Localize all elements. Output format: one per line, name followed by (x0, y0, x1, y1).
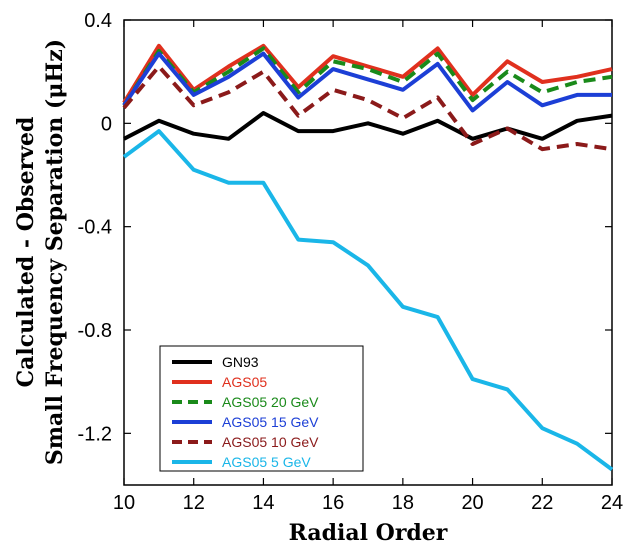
x-tick-label: 10 (113, 492, 135, 514)
series-line-ags05-15-gev (122, 51, 612, 113)
legend-items: GN93 AGS05 AGS05 20 GeV AGS05 15 GeV AGS05 1… (172, 354, 319, 470)
plot-frame (123, 19, 613, 486)
y-tick-label: -0.8 (78, 320, 112, 342)
legend-label: AGS05 (222, 374, 267, 390)
y-tick-label: -1.2 (78, 423, 112, 445)
x-tick-label: 22 (531, 492, 553, 514)
y-axis-label-line2: Small Frequency Separation (μHz) (42, 39, 68, 465)
series-line-ags05-20-gev (122, 46, 613, 107)
legend-label: AGS05 10 GeV (222, 434, 319, 450)
y-tick-label: -0.4 (78, 217, 112, 239)
legend-box (159, 345, 364, 472)
legend-label: GN93 (222, 354, 259, 370)
x-tick-label: 16 (322, 492, 344, 514)
legend-label: AGS05 20 GeV (222, 394, 319, 410)
x-tick-label: 24 (601, 492, 623, 514)
series-line-ags05-10-gev (122, 64, 613, 152)
y-axis-ticks: 0.4 0 -0.4 -0.8 -1.2 (78, 10, 612, 445)
legend: GN93 AGS05 AGS05 20 GeV AGS05 15 GeV AGS05 1… (159, 345, 364, 472)
x-tick-label: 18 (392, 492, 414, 514)
series-line-gn93 (123, 111, 613, 141)
series-line-ags05 (122, 43, 613, 104)
x-tick-label: 12 (183, 492, 205, 514)
y-tick-label: 0.4 (84, 10, 112, 32)
legend-label: AGS05 15 GeV (222, 414, 319, 430)
y-axis-label-line1: Calculated - Observed (13, 117, 39, 388)
series-lines (122, 43, 614, 472)
y-tick-label: 0 (101, 113, 112, 135)
x-axis-ticks: 10 12 14 16 18 20 22 24 (113, 20, 623, 514)
x-tick-label: 14 (252, 492, 274, 514)
x-tick-label: 20 (461, 492, 483, 514)
x-axis-label: Radial Order (289, 520, 448, 546)
legend-label: AGS05 5 GeV (222, 454, 311, 470)
series-line-ags05-5-gev (122, 129, 614, 472)
